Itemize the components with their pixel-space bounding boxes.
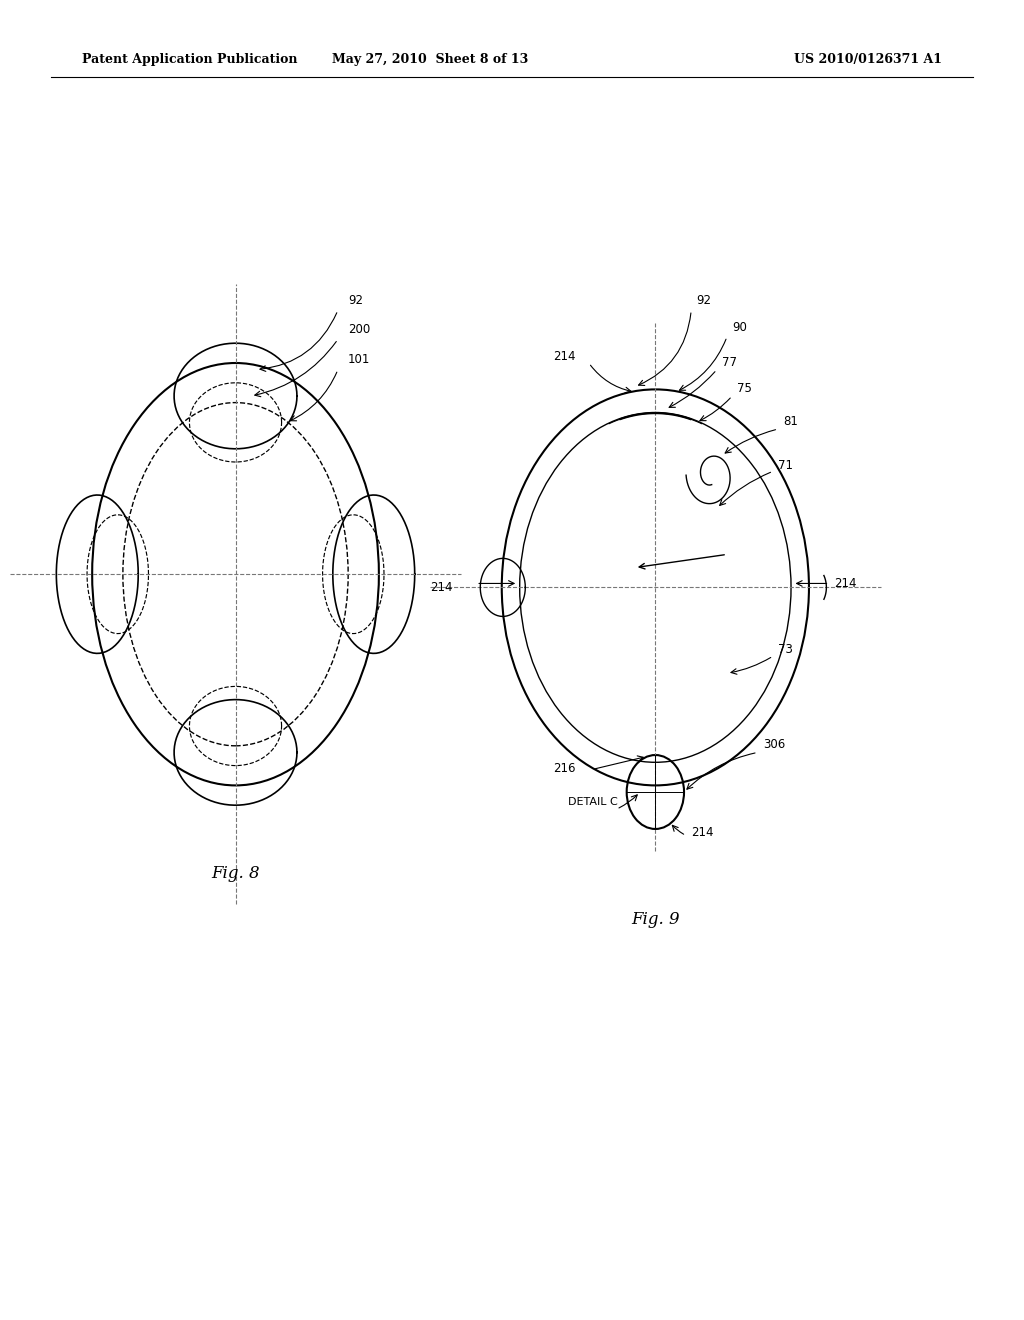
Text: 214: 214 [691, 825, 714, 838]
Text: 214: 214 [553, 350, 575, 363]
Text: 216: 216 [553, 762, 575, 775]
Text: 90: 90 [732, 321, 748, 334]
Text: May 27, 2010  Sheet 8 of 13: May 27, 2010 Sheet 8 of 13 [332, 53, 528, 66]
Text: US 2010/0126371 A1: US 2010/0126371 A1 [794, 53, 942, 66]
Text: 77: 77 [722, 355, 737, 368]
Text: Fig. 9: Fig. 9 [631, 911, 680, 928]
Text: 200: 200 [348, 322, 371, 335]
Text: 92: 92 [696, 293, 712, 306]
Text: 214: 214 [430, 581, 453, 594]
Text: 73: 73 [778, 643, 794, 656]
Text: DETAIL C: DETAIL C [568, 797, 618, 808]
Text: 92: 92 [348, 293, 364, 306]
Text: Fig. 8: Fig. 8 [211, 865, 260, 882]
Text: 306: 306 [763, 738, 785, 751]
Text: 75: 75 [737, 381, 753, 395]
Text: 81: 81 [783, 414, 799, 428]
Text: Patent Application Publication: Patent Application Publication [82, 53, 297, 66]
Text: 101: 101 [348, 352, 371, 366]
Text: 71: 71 [778, 458, 794, 471]
Text: 214: 214 [835, 577, 857, 590]
